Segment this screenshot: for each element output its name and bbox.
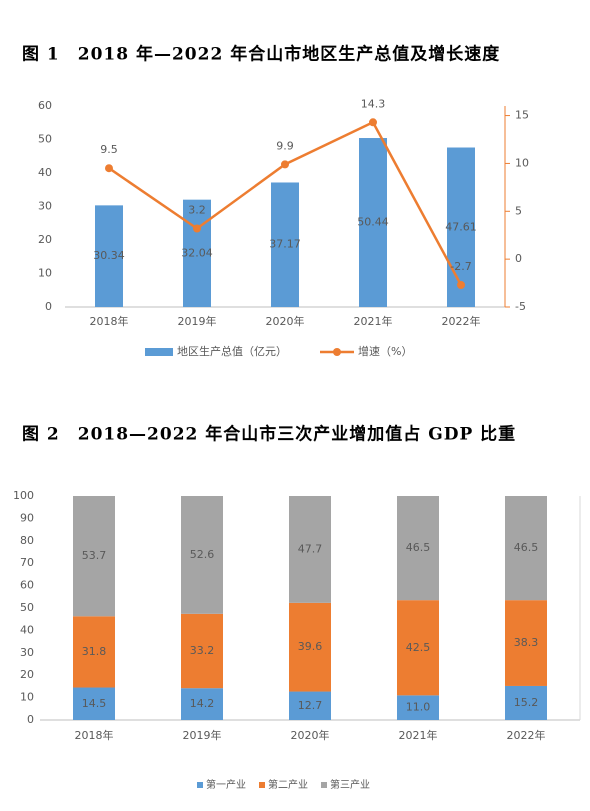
- y-tick-label: 10: [38, 267, 52, 280]
- bar-label: 37.17: [269, 238, 301, 251]
- y-tick-label: 20: [20, 668, 34, 681]
- legend-marker: [333, 348, 341, 356]
- bar-segment: [289, 602, 331, 692]
- y-tick-label: 20: [38, 233, 52, 246]
- bar: [271, 182, 299, 307]
- legend-swatch: [145, 348, 173, 356]
- segment-label: 39.6: [298, 640, 323, 653]
- x-tick-label: 2021年: [354, 314, 393, 328]
- y2-tick-label: 5: [515, 204, 522, 217]
- segment-label: 14.5: [82, 697, 107, 710]
- segment-label: 11.0: [406, 701, 431, 714]
- y2-tick-label: -5: [515, 300, 526, 313]
- x-tick-label: 2022年: [442, 314, 481, 328]
- segment-label: 46.5: [514, 541, 539, 554]
- x-tick-label: 2021年: [399, 728, 438, 742]
- y-tick-label: 0: [27, 713, 34, 726]
- y-tick-label: 30: [38, 200, 52, 213]
- x-tick-label: 2020年: [266, 314, 305, 328]
- bar-segment: [289, 496, 331, 603]
- x-tick-label: 2020年: [291, 728, 330, 742]
- legend-swatch: [259, 782, 265, 788]
- segment-label: 46.5: [406, 541, 431, 554]
- segment-label: 42.5: [406, 641, 431, 654]
- bar-segment: [289, 691, 331, 720]
- line-point: [281, 160, 289, 169]
- y2-tick-label: 10: [515, 156, 529, 169]
- x-tick-label: 2019年: [183, 728, 222, 742]
- y-tick-label: 10: [20, 691, 34, 704]
- y-tick-label: 0: [45, 300, 52, 313]
- line-label: 9.9: [276, 139, 294, 152]
- bar-segment: [505, 600, 547, 686]
- bar-segment: [181, 688, 223, 720]
- y2-tick-label: 15: [515, 109, 529, 122]
- bar: [183, 199, 211, 307]
- bar-segment: [73, 687, 115, 720]
- bar-segment: [505, 496, 547, 601]
- segment-label: 12.7: [298, 699, 323, 712]
- legend-label: 第三产业: [330, 778, 370, 791]
- x-tick-label: 2022年: [507, 728, 546, 742]
- bar-segment: [397, 695, 439, 720]
- y-tick-label: 40: [20, 623, 34, 636]
- y-tick-label: 80: [20, 534, 34, 547]
- legend-label: 增速（%）: [358, 344, 412, 358]
- y-tick-label: 50: [20, 601, 34, 614]
- bar-segment: [181, 613, 223, 689]
- segment-label: 33.2: [190, 644, 215, 657]
- bar-segment: [397, 600, 439, 696]
- bar-label: 30.34: [93, 249, 125, 262]
- bar: [359, 138, 387, 307]
- x-tick-label: 2019年: [178, 314, 217, 328]
- chart-title: 图 1 2018 年—2022 年合山市地区生产总值及增长速度: [22, 44, 500, 65]
- legend-label: 第二产业: [268, 778, 308, 791]
- bar: [447, 147, 475, 307]
- bar-segment: [397, 496, 439, 601]
- y2-tick-label: 0: [515, 252, 522, 265]
- line-label: -2.7: [450, 260, 471, 273]
- legend-label: 第一产业: [206, 778, 246, 791]
- bar-label: 50.44: [357, 216, 389, 229]
- segment-label: 38.3: [514, 636, 539, 649]
- y-tick-label: 50: [38, 133, 52, 146]
- bar-label: 47.61: [445, 220, 477, 233]
- line-point: [369, 118, 377, 127]
- y-tick-label: 60: [20, 579, 34, 592]
- y-tick-label: 100: [13, 489, 34, 502]
- line-point: [193, 224, 201, 233]
- segment-label: 52.6: [190, 548, 215, 561]
- line-label: 9.5: [100, 143, 118, 156]
- bar-label: 32.04: [181, 246, 213, 259]
- legend-swatch: [321, 782, 327, 788]
- bar: [95, 205, 123, 307]
- line-label: 3.2: [188, 204, 206, 217]
- bar-segment: [73, 616, 115, 688]
- line-label: 14.3: [361, 97, 386, 110]
- line-point: [105, 164, 113, 173]
- y-tick-label: 40: [38, 166, 52, 179]
- legend-swatch: [197, 782, 203, 788]
- y-tick-label: 90: [20, 511, 34, 524]
- segment-label: 53.7: [82, 549, 107, 562]
- legend-label: 地区生产总值（亿元）: [177, 344, 287, 358]
- chart-title: 图 2 2018—2022 年合山市三次产业增加值占 GDP 比重: [22, 424, 516, 445]
- segment-label: 15.2: [514, 696, 539, 709]
- bar-segment: [505, 685, 547, 720]
- y-tick-label: 30: [20, 646, 34, 659]
- y-tick-label: 70: [20, 556, 34, 569]
- x-tick-label: 2018年: [75, 728, 114, 742]
- x-tick-label: 2018年: [90, 314, 129, 328]
- bar-segment: [73, 496, 115, 617]
- segment-label: 14.2: [190, 697, 215, 710]
- y-tick-label: 60: [38, 99, 52, 112]
- segment-label: 47.7: [298, 542, 323, 555]
- segment-label: 31.8: [82, 645, 107, 658]
- bar-segment: [181, 496, 223, 614]
- line-point: [457, 280, 465, 289]
